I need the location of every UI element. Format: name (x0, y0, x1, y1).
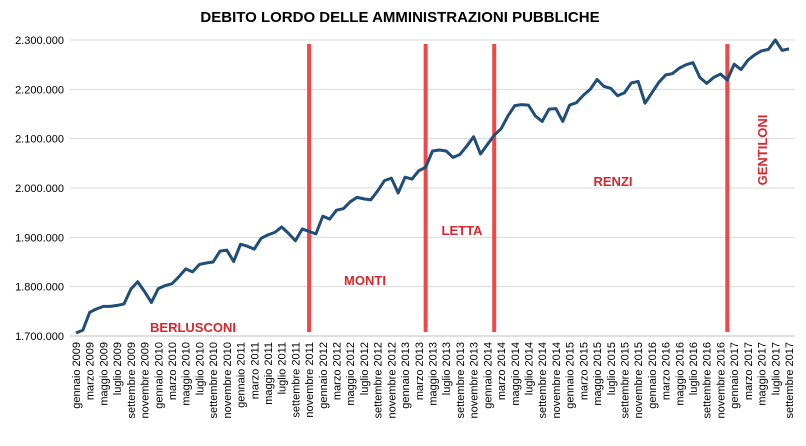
annotation: LETTA (442, 223, 484, 238)
annotation: BERLUSCONI (150, 320, 236, 335)
x-tick-label: gennaio 2013 (400, 342, 412, 409)
x-tick-label: gennaio 2010 (153, 342, 165, 409)
x-tick-label: gennaio 2016 (647, 342, 659, 409)
annotation: RENZI (594, 174, 633, 189)
x-tick-label: maggio 2016 (674, 342, 686, 406)
y-tick-label: 2.100.000 (15, 134, 64, 146)
x-tick-label: novembre 2009 (140, 342, 152, 418)
y-tick-label: 1.700.000 (15, 331, 64, 343)
x-tick-label: luglio 2015 (606, 342, 618, 395)
y-tick-label: 2.000.000 (15, 183, 64, 195)
x-tick-label: settembre 2010 (208, 342, 220, 418)
x-tick-label: settembre 2017 (784, 342, 796, 418)
x-tick-label: gennaio 2017 (729, 342, 741, 409)
annotation: GENTILONI (755, 115, 770, 186)
x-tick-label: luglio 2017 (770, 342, 782, 395)
x-tick-label: settembre 2013 (455, 342, 467, 418)
x-tick-label: luglio 2013 (441, 342, 453, 395)
annotation: MONTI (344, 273, 386, 288)
x-tick-label: settembre 2015 (619, 342, 631, 418)
x-tick-label: marzo 2015 (578, 342, 590, 400)
chart-title: DEBITO LORDO DELLE AMMINISTRAZIONI PUBBL… (200, 9, 599, 26)
x-tick-label: maggio 2017 (757, 342, 769, 406)
x-tick-label: luglio 2012 (359, 342, 371, 395)
y-tick-label: 1.800.000 (15, 282, 64, 294)
x-tick-label: maggio 2010 (181, 342, 193, 406)
x-tick-label: settembre 2011 (290, 342, 302, 418)
x-tick-label: settembre 2012 (373, 342, 385, 418)
x-tick-label: novembre 2013 (469, 342, 481, 418)
series-line (75, 38, 790, 335)
x-tick-label: gennaio 2014 (482, 342, 494, 409)
x-tick-label: luglio 2009 (112, 342, 124, 395)
x-tick-label: marzo 2013 (414, 342, 426, 400)
x-tick-label: maggio 2012 (345, 342, 357, 406)
x-tick-label: novembre 2010 (222, 342, 234, 418)
x-tick-label: marzo 2012 (332, 342, 344, 400)
x-tick-label: novembre 2015 (633, 342, 645, 418)
x-tick-label: luglio 2011 (277, 342, 289, 394)
y-tick-label: 2.300.000 (15, 35, 64, 47)
x-tick-label: gennaio 2011 (236, 342, 248, 408)
x-tick-label: marzo 2011 (249, 342, 261, 399)
x-tick-label: novembre 2014 (551, 342, 563, 418)
x-tick-label: marzo 2017 (743, 342, 755, 400)
x-tick-label: luglio 2016 (688, 342, 700, 395)
x-tick-label: luglio 2010 (194, 342, 206, 395)
x-tick-label: maggio 2009 (98, 342, 110, 406)
x-tick-label: marzo 2016 (661, 342, 673, 400)
x-tick-label: settembre 2016 (702, 342, 714, 418)
x-tick-label: settembre 2009 (126, 342, 138, 418)
x-tick-label: marzo 2009 (85, 342, 97, 400)
x-tick-label: maggio 2015 (592, 342, 604, 406)
x-tick-label: settembre 2014 (537, 342, 549, 418)
x-tick-label: marzo 2014 (496, 342, 508, 400)
x-tick-label: novembre 2011 (304, 342, 316, 418)
x-tick-label: luglio 2014 (523, 342, 535, 395)
y-tick-label: 1.900.000 (15, 232, 64, 244)
x-tick-label: maggio 2011 (263, 342, 275, 405)
x-tick-label: maggio 2014 (510, 342, 522, 406)
x-tick-label: gennaio 2012 (318, 342, 330, 409)
x-tick-label: gennaio 2015 (565, 342, 577, 409)
x-tick-label: novembre 2016 (715, 342, 727, 418)
x-tick-label: novembre 2012 (386, 342, 398, 418)
x-tick-label: gennaio 2009 (71, 342, 83, 409)
y-tick-label: 2.200.000 (15, 84, 64, 96)
x-tick-label: marzo 2010 (167, 342, 179, 400)
x-tick-label: maggio 2013 (428, 342, 440, 406)
